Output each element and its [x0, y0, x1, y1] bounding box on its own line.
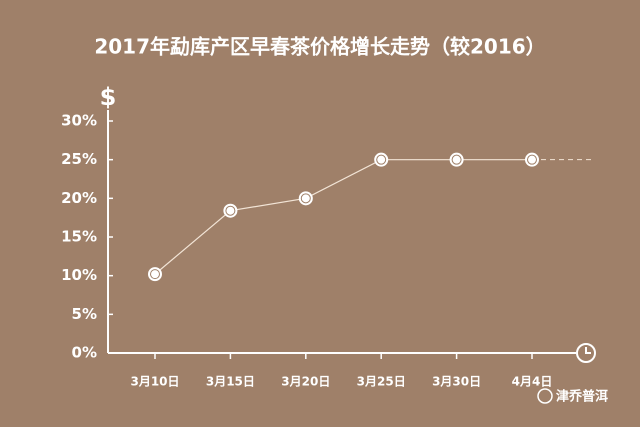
point-ring [150, 269, 160, 280]
y-tick-label: 15% [61, 228, 97, 246]
x-tick-label: 4月4日 [512, 375, 553, 389]
point-ring [376, 154, 387, 165]
y-tick-label: 30% [61, 112, 97, 130]
point-ring [451, 154, 462, 165]
watermark: 津乔普洱 [537, 388, 608, 405]
y-tick-label: 5% [72, 305, 97, 323]
chart-title: 2017年勐库产区早春茶价格增长走势（较2016） [94, 35, 545, 59]
y-tick-label: 10% [61, 266, 97, 284]
point-ring [300, 193, 311, 204]
y-tick-label: 20% [61, 189, 97, 207]
point-ring [527, 154, 537, 165]
clock-icon [576, 343, 596, 363]
watermark-text: 津乔普洱 [556, 389, 608, 405]
x-tick-label: 3月10日 [130, 375, 179, 389]
x-tick-label: 3月30日 [432, 375, 481, 389]
point-ring [225, 205, 236, 216]
y-tick-label: 25% [61, 150, 97, 168]
y-tick-label: 0% [72, 344, 97, 362]
line [154, 159, 532, 275]
y-axis-label: $ [100, 83, 117, 111]
x-tick-label: 3月25日 [357, 375, 406, 389]
x-tick-label: 3月20日 [281, 375, 330, 389]
x-tick-label: 3月15日 [206, 375, 255, 389]
